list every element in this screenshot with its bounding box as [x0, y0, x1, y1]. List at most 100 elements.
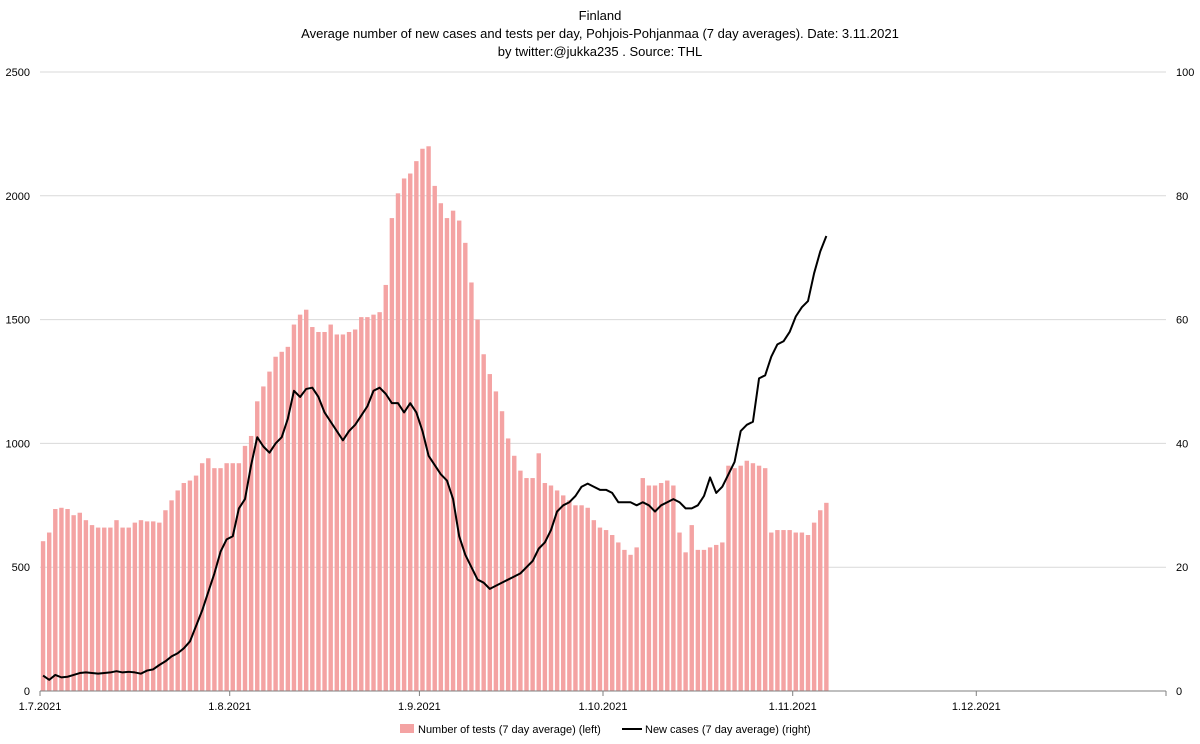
y-left-tick-labels: 0 500 1000 1500 2000 2500: [6, 67, 30, 698]
y-left-tick-label: 2500: [6, 67, 30, 79]
bar-tests: [224, 463, 229, 691]
bar-tests: [310, 327, 315, 691]
bar-tests: [818, 510, 823, 691]
bar-tests: [585, 507, 590, 691]
bar-tests: [444, 218, 450, 691]
y-left-tick-label: 500: [12, 562, 30, 574]
bar-tests: [414, 161, 419, 691]
bar-tests: [805, 535, 811, 691]
bar-tests: [267, 371, 272, 691]
bar-tests: [77, 512, 82, 691]
bar-tests: [487, 374, 492, 691]
line-cases: [42, 235, 828, 681]
bar-tests: [365, 317, 370, 691]
bar-tests: [352, 329, 358, 691]
bar-tests: [102, 527, 107, 691]
bar-tests: [616, 542, 621, 691]
bar-tests: [787, 530, 792, 691]
y-left-tick-label: 0: [24, 686, 30, 698]
y-left-tick-label: 1000: [6, 438, 30, 450]
y-left-tick-label: 2000: [6, 191, 30, 203]
bar-tests: [750, 463, 756, 691]
y-right-tick-label: 0: [1176, 686, 1182, 698]
y-left-tick-label: 1500: [6, 315, 30, 327]
bar-tests: [512, 455, 517, 691]
y-right-tick-label: 100: [1176, 67, 1194, 79]
bar-tests: [469, 282, 474, 691]
bar-tests: [40, 541, 46, 691]
bar-tests: [640, 478, 645, 691]
bar-tests: [132, 522, 138, 691]
bar-tests: [151, 521, 156, 691]
bar-tests: [744, 460, 750, 691]
bar-tests: [193, 475, 199, 691]
legend-label-tests: Number of tests (7 day average) (left): [418, 724, 601, 736]
bar-tests: [622, 549, 627, 691]
bar-tests: [695, 549, 701, 691]
bar-tests: [291, 324, 297, 691]
line-series-cases: [42, 235, 828, 681]
bar-tests: [591, 520, 597, 691]
bar-tests: [775, 530, 780, 691]
bar-tests: [824, 502, 829, 691]
bar-tests: [236, 463, 242, 691]
bar-tests: [426, 146, 431, 691]
bar-tests: [53, 509, 58, 691]
title-line-1: Finland: [579, 8, 622, 23]
bar-tests: [707, 547, 713, 691]
bar-tests: [493, 391, 499, 691]
bar-tests: [481, 354, 486, 691]
bar-tests: [799, 532, 805, 691]
bar-tests: [285, 346, 291, 691]
bar-tests: [248, 435, 254, 691]
bar-tests: [769, 532, 774, 691]
bar-tests: [432, 185, 437, 691]
x-tick-labels: 1.7.2021 1.8.2021 1.9.2021 1.10.2021 1.11.20…: [19, 701, 1001, 713]
bar-tests: [683, 552, 688, 691]
bar-tests: [46, 532, 52, 691]
bar-tests: [230, 463, 235, 691]
bar-tests: [157, 522, 162, 691]
bar-tests: [169, 500, 174, 691]
bar-tests: [548, 485, 554, 691]
y-right-tick-label: 80: [1176, 191, 1188, 203]
x-tick-label: 1.9.2021: [398, 701, 441, 713]
bar-tests: [297, 314, 303, 691]
bar-tests: [95, 527, 101, 691]
bar-tests: [720, 542, 725, 691]
x-tick-label: 1.12.2021: [952, 701, 1001, 713]
bar-tests: [138, 520, 144, 691]
bar-tests: [811, 522, 817, 691]
bar-tests: [450, 210, 456, 691]
bar-tests: [628, 554, 633, 691]
bar-tests: [597, 527, 603, 691]
title-line-2: Average number of new cases and tests pe…: [301, 26, 899, 41]
gridlines: [40, 71, 1166, 568]
axes: [39, 690, 1167, 696]
bar-tests: [738, 465, 743, 691]
bar-tests: [671, 485, 676, 691]
bar-tests: [144, 521, 150, 691]
bar-tests: [456, 220, 462, 691]
bar-tests: [212, 468, 217, 691]
bar-tests: [609, 535, 615, 691]
bar-tests: [322, 331, 327, 691]
legend-label-cases: New cases (7 day average) (right): [645, 724, 811, 736]
bar-tests: [273, 356, 278, 691]
x-tick-label: 1.8.2021: [208, 701, 251, 713]
bar-tests: [714, 544, 719, 691]
bar-tests: [114, 520, 119, 691]
bar-tests: [762, 468, 768, 691]
bar-tests: [242, 445, 248, 691]
bar-tests: [408, 173, 413, 691]
bar-tests: [346, 331, 352, 691]
bar-tests: [603, 530, 609, 691]
bar-tests: [463, 242, 468, 691]
bar-tests: [665, 480, 670, 691]
x-tick-label: 1.10.2021: [579, 701, 628, 713]
bar-tests: [383, 284, 388, 691]
bar-tests: [83, 520, 89, 691]
bar-tests: [89, 525, 95, 691]
bar-tests: [377, 312, 382, 691]
legend-swatch-tests: [400, 724, 414, 733]
